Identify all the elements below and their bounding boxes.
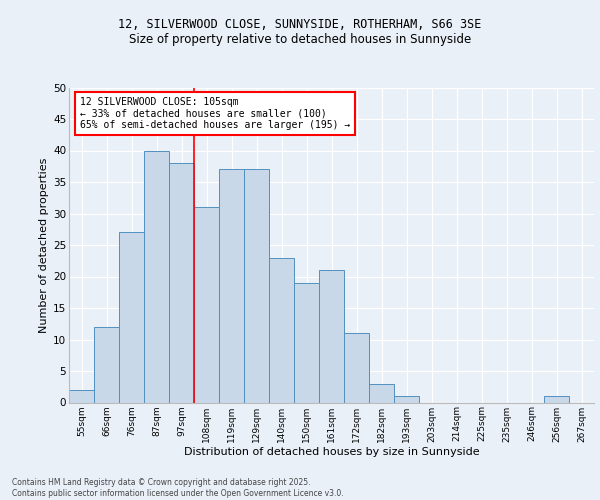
Bar xyxy=(119,232,144,402)
Bar xyxy=(94,327,119,402)
Bar xyxy=(544,396,569,402)
Bar xyxy=(269,258,294,402)
Bar xyxy=(394,396,419,402)
Text: 12 SILVERWOOD CLOSE: 105sqm
← 33% of detached houses are smaller (100)
65% of se: 12 SILVERWOOD CLOSE: 105sqm ← 33% of det… xyxy=(79,97,350,130)
Bar xyxy=(219,170,244,402)
Bar xyxy=(244,170,269,402)
Text: Contains HM Land Registry data © Crown copyright and database right 2025.
Contai: Contains HM Land Registry data © Crown c… xyxy=(12,478,344,498)
Bar xyxy=(319,270,344,402)
Y-axis label: Number of detached properties: Number of detached properties xyxy=(39,158,49,332)
Bar xyxy=(344,333,369,402)
Bar xyxy=(294,283,319,403)
Text: Size of property relative to detached houses in Sunnyside: Size of property relative to detached ho… xyxy=(129,32,471,46)
Bar xyxy=(169,163,194,402)
Bar xyxy=(369,384,394,402)
Bar xyxy=(194,207,219,402)
Bar xyxy=(144,150,169,402)
Bar xyxy=(69,390,94,402)
X-axis label: Distribution of detached houses by size in Sunnyside: Distribution of detached houses by size … xyxy=(184,447,479,457)
Text: 12, SILVERWOOD CLOSE, SUNNYSIDE, ROTHERHAM, S66 3SE: 12, SILVERWOOD CLOSE, SUNNYSIDE, ROTHERH… xyxy=(118,18,482,30)
